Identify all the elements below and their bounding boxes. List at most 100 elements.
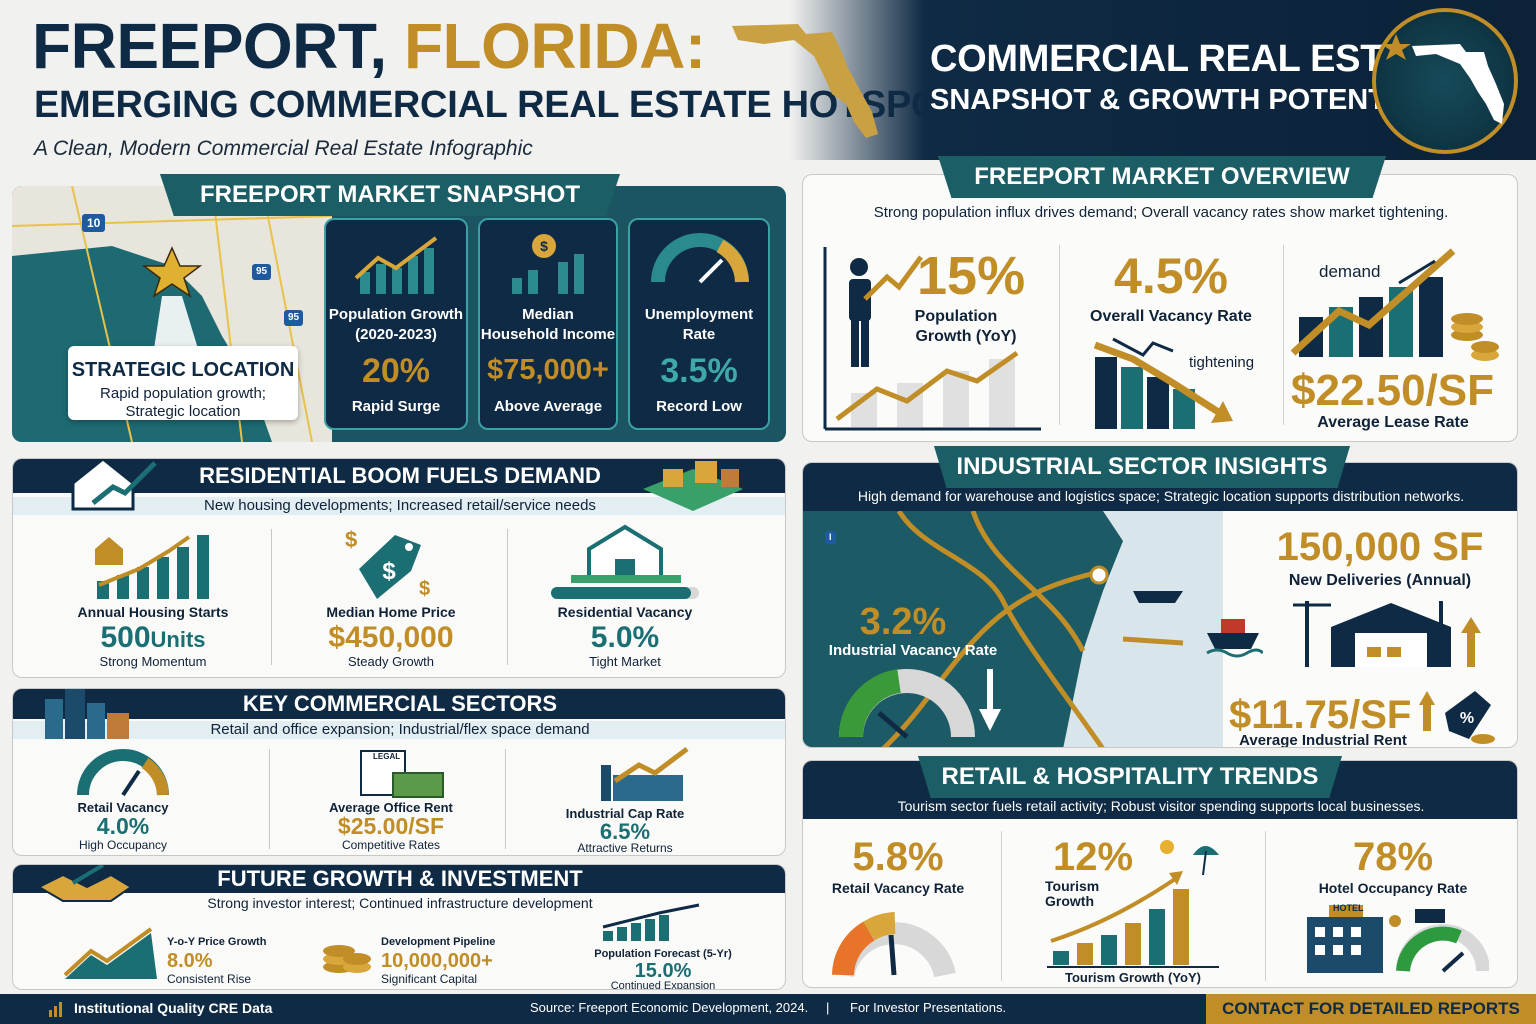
handshake-icon [36, 865, 133, 902]
housing-starts-value: 500 [100, 621, 151, 654]
footer-separator: | [826, 1000, 830, 1015]
population-chart-icon [823, 247, 1041, 431]
tourism-chart-label: Tourism Growth (YoY) [1064, 970, 1201, 985]
retail-panel: Tourism sector fuels retail activity; Ro… [802, 760, 1518, 988]
residential-vacancy-value: 5.0% [590, 621, 660, 654]
overview-subtitle: Strong population influx drives demand; … [873, 204, 1449, 221]
snapshot-title: FREEPORT MARKET SNAPSHOT [160, 174, 620, 216]
cap-rate-label: Industrial Cap Rate [565, 806, 685, 821]
forecast-value: 15.0% [634, 960, 692, 982]
interstate-shield: I [825, 531, 836, 544]
tourism-growth-label1: Tourism [1045, 878, 1100, 894]
future-panel: FUTURE GROWTH & INVESTMENT Strong invest… [12, 864, 786, 990]
svg-text:$: $ [419, 578, 430, 600]
office-rent-value: $25.00/SF [337, 813, 445, 839]
divider [1059, 245, 1060, 425]
factory-growth-icon [601, 747, 689, 801]
retail-vacancy-value: 4.0% [96, 813, 150, 839]
contact-button[interactable]: CONTACT FOR DETAILED REPORTS [1206, 994, 1536, 1024]
unemployment-card: Unemployment Rate 3.5% Record Low [628, 218, 770, 430]
housing-starts-unit: Units [150, 627, 206, 652]
footer-right-text: For Investor Presentations. [850, 1000, 1007, 1015]
price-growth-label: Y-o-Y Price Growth [167, 936, 267, 948]
vacancy-decline-chart-icon [1093, 337, 1233, 429]
new-deliveries-value: 150,000 SF [1276, 525, 1484, 569]
florida-badge [1372, 8, 1518, 154]
divider [1265, 831, 1266, 981]
overall-vacancy-label: Overall Vacancy Rate [1090, 308, 1252, 325]
home-price-label: Median Home Price [326, 604, 456, 620]
overview-title: FREEPORT MARKET OVERVIEW [938, 156, 1386, 198]
snapshot-panel: 10 95 95 STRATEGIC LOCATION Rapid popula… [12, 186, 786, 442]
dollar-chart-icon: $ [512, 234, 584, 294]
houses-icon [643, 461, 743, 511]
hotel-occupancy-label: Hotel Occupancy Rate [1318, 880, 1468, 896]
right-heading: COMMERCIAL REAL ESTATE [930, 38, 1453, 80]
footer-source: Source: Freeport Economic Development, 2… [530, 1000, 809, 1015]
hotel-sign: HOTEL [1333, 903, 1364, 913]
strategic-location-line1: Rapid population growth; [100, 385, 266, 402]
divider [505, 749, 506, 849]
page-tagline: A Clean, Modern Commercial Real Estate I… [34, 137, 533, 160]
home-price-note: Steady Growth [348, 654, 434, 669]
commercial-panel: KEY COMMERCIAL SECTORS Retail and office… [12, 688, 786, 856]
population-growth-value: 15% [917, 246, 1026, 306]
industrial-vacancy-label: Industrial Vacancy Rate [828, 642, 998, 659]
retail-vacancy-value: 5.8% [852, 835, 944, 879]
overall-vacancy-value: 4.5% [1114, 248, 1228, 304]
future-subtitle: Strong investor interest; Continued infr… [207, 895, 593, 911]
industrial-gauge-icon [839, 669, 975, 739]
right-subheading: SNAPSHOT & GROWTH POTENTIAL [930, 84, 1433, 116]
retail-vacancy-note: High Occupancy [78, 838, 168, 852]
housing-chart-icon [95, 535, 209, 599]
svg-text:$: $ [345, 527, 357, 552]
residential-vacancy-note: Tight Market [589, 654, 661, 669]
card-label-line2: Rate [682, 326, 716, 343]
tourism-growth-label2: Growth [1045, 893, 1094, 909]
pipeline-value: 10,000,000+ [381, 950, 493, 972]
growth-chart-icon [354, 236, 438, 294]
house-vacancy-icon [551, 524, 699, 599]
future-title: FUTURE GROWTH & INVESTMENT [13, 865, 785, 893]
card-note: Record Low [656, 398, 742, 415]
strategic-location-title: STRATEGIC LOCATION [71, 359, 295, 381]
overview-panel: Strong population influx drives demand; … [802, 174, 1518, 442]
card-value: 20% [361, 352, 431, 390]
card-label-line1: Unemployment [644, 306, 754, 323]
card-label-line2: (2020-2023) [355, 326, 437, 343]
industrial-rent-value: $11.75/SF [1229, 693, 1412, 737]
tourism-chart-icon [1047, 840, 1219, 968]
divider [1001, 831, 1002, 981]
retail-vacancy-label: Retail Vacancy Rate [831, 880, 965, 896]
hotel-occupancy-value: 78% [1352, 835, 1434, 879]
coins-icon [323, 945, 371, 973]
interstate-95-shield: 95 [252, 264, 272, 280]
divider [1283, 245, 1284, 425]
card-note: Rapid Surge [351, 398, 441, 415]
forecast-chart-icon [602, 903, 700, 941]
lease-rate-label: Average Lease Rate [1317, 414, 1469, 431]
retail-gauge-icon [77, 749, 169, 797]
legal-money-icon [360, 750, 444, 798]
demand-label: demand [1319, 262, 1381, 281]
price-growth-note: Consistent Rise [167, 972, 252, 986]
svg-text:$: $ [382, 558, 396, 585]
cap-rate-note: Attractive Returns [577, 841, 673, 855]
demand-chart-icon [1290, 248, 1499, 361]
down-arrow-icon [979, 669, 1001, 731]
residential-panel: RESIDENTIAL BOOM FUELS DEMAND New housin… [12, 458, 786, 678]
residential-subtitle: New housing developments; Increased reta… [13, 497, 785, 515]
population-growth-label1: Population [914, 308, 998, 325]
divider [269, 749, 270, 849]
retail-vacancy-label: Retail Vacancy [77, 800, 169, 815]
house-growth-icon [71, 459, 157, 511]
office-rent-label: Average Office Rent [329, 800, 453, 815]
buildings-icon [45, 689, 129, 739]
housing-starts-note: Strong Momentum [99, 654, 207, 669]
industrial-vacancy-value: 3.2% [859, 601, 947, 643]
price-growth-icon [63, 927, 157, 979]
card-label-line1: Population Growth [328, 306, 464, 323]
retail-gauge-icon [832, 912, 956, 978]
card-value: 3.5% [660, 352, 738, 390]
pipeline-label: Development Pipeline [381, 936, 496, 948]
